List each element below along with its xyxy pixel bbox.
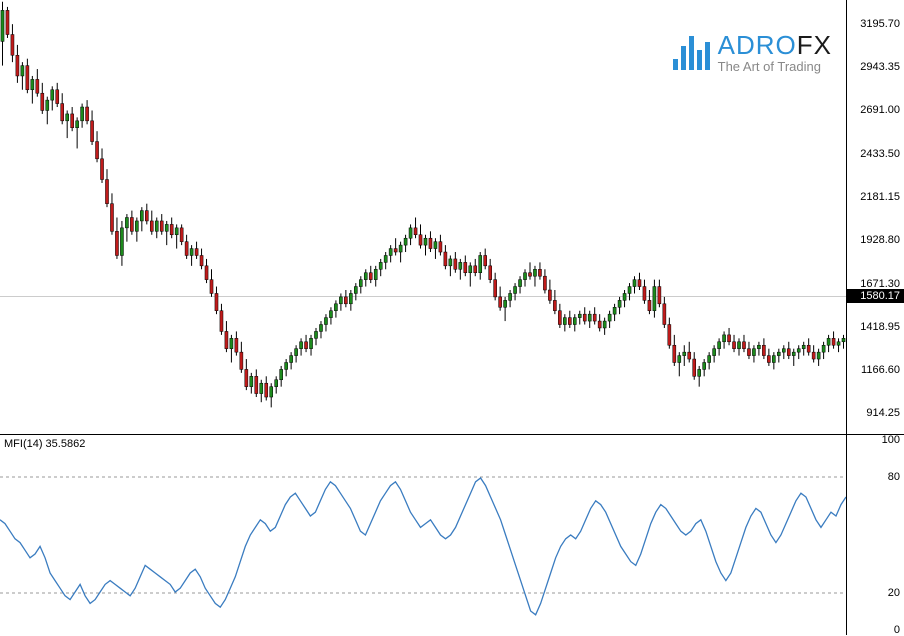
price-axis: 3195.70 2943.35 2691.00 2433.50 2181.15 1928.… <box>846 0 904 434</box>
price-tick-label: 2181.15 <box>860 191 900 203</box>
price-tick-label: 1418.95 <box>860 321 900 333</box>
price-tick-label: 1928.80 <box>860 234 900 246</box>
logo-brand-b: FX <box>797 30 832 60</box>
price-tick-label: 1166.60 <box>861 364 900 376</box>
mfi-panel[interactable]: MFI(14) 35.5862 10080200 <box>0 435 904 635</box>
mfi-tick-label: 100 <box>882 434 900 446</box>
price-tick-label: 914.25 <box>866 407 900 419</box>
price-tick-label: 2691.00 <box>860 104 900 116</box>
logo-tagline: The Art of Trading <box>718 60 832 73</box>
chart-container: 3195.70 2943.35 2691.00 2433.50 2181.15 1928.… <box>0 0 904 636</box>
mfi-tick-label: 0 <box>894 624 900 636</box>
price-tick-label: 2433.50 <box>860 148 900 160</box>
mfi-chart[interactable] <box>0 435 846 635</box>
price-panel[interactable]: 3195.70 2943.35 2691.00 2433.50 2181.15 1928.… <box>0 0 904 435</box>
adrofx-logo: ADROFX The Art of Trading <box>673 32 832 73</box>
mfi-axis: 100 80 20 0 <box>846 435 904 635</box>
price-tick-label: 3195.70 <box>860 18 900 30</box>
mfi-tick-label: 20 <box>888 587 900 599</box>
logo-brand: ADROFX <box>718 32 832 58</box>
logo-brand-a: ADRO <box>718 30 797 60</box>
logo-bars-icon <box>673 36 710 70</box>
price-tick-label: 2943.35 <box>860 61 900 73</box>
mfi-tick-label: 80 <box>888 471 900 483</box>
current-price-badge: 1580.17 <box>846 289 904 303</box>
